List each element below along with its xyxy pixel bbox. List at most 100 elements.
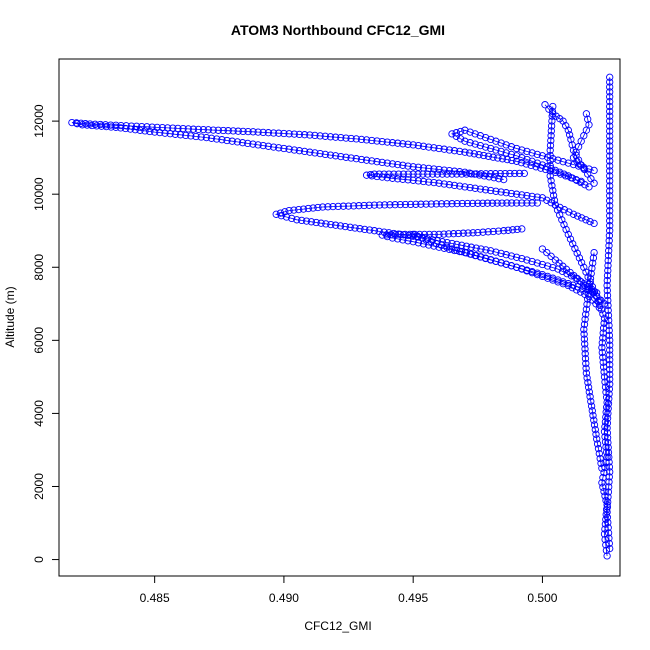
data-point bbox=[604, 443, 612, 452]
data-point bbox=[520, 169, 528, 178]
data-point bbox=[440, 145, 448, 153]
data-point bbox=[537, 164, 545, 172]
data-point bbox=[606, 97, 614, 106]
data-point bbox=[556, 170, 565, 178]
data-point bbox=[394, 139, 402, 147]
data-point bbox=[399, 170, 408, 178]
data-point bbox=[309, 204, 317, 212]
data-point bbox=[481, 143, 490, 151]
data-point bbox=[399, 140, 407, 148]
data-point bbox=[590, 179, 598, 187]
data-point bbox=[605, 321, 613, 330]
data-point bbox=[469, 229, 477, 237]
data-point bbox=[288, 214, 296, 223]
data-point bbox=[541, 101, 549, 109]
data-point bbox=[194, 125, 203, 134]
data-point bbox=[582, 110, 591, 118]
data-point bbox=[470, 170, 479, 178]
data-point bbox=[580, 325, 588, 334]
data-point bbox=[370, 170, 379, 178]
data-point bbox=[581, 315, 589, 323]
data-point bbox=[606, 122, 614, 130]
data-point bbox=[472, 251, 480, 260]
data-point bbox=[497, 139, 505, 147]
data-point bbox=[91, 120, 99, 128]
data-point bbox=[341, 222, 349, 231]
data-point bbox=[551, 168, 560, 176]
data-point bbox=[599, 310, 607, 318]
data-point bbox=[606, 192, 614, 200]
data-point bbox=[602, 541, 610, 549]
data-point bbox=[522, 160, 530, 168]
data-point bbox=[549, 274, 557, 282]
data-point bbox=[396, 200, 404, 209]
data-point bbox=[604, 529, 613, 537]
data-point bbox=[413, 232, 422, 240]
data-point bbox=[448, 130, 456, 138]
data-point bbox=[244, 127, 252, 136]
data-point bbox=[453, 199, 461, 208]
data-point bbox=[518, 191, 526, 199]
data-point bbox=[223, 136, 231, 145]
data-point bbox=[562, 225, 570, 234]
data-point bbox=[533, 150, 541, 159]
data-point bbox=[582, 305, 591, 313]
data-point bbox=[199, 125, 208, 134]
data-point bbox=[604, 438, 612, 447]
data-point bbox=[399, 161, 407, 169]
data-point bbox=[594, 445, 603, 453]
data-point bbox=[605, 331, 614, 340]
data-point bbox=[547, 177, 555, 185]
data-point bbox=[476, 185, 485, 193]
data-point bbox=[280, 144, 288, 153]
data-point bbox=[419, 164, 428, 172]
data-point bbox=[590, 166, 598, 175]
data-point bbox=[300, 147, 309, 156]
data-point bbox=[430, 178, 438, 187]
data-point bbox=[264, 129, 273, 137]
data-point bbox=[497, 147, 505, 156]
data-point bbox=[484, 152, 493, 160]
data-point bbox=[493, 199, 501, 207]
data-point bbox=[599, 358, 607, 366]
data-point bbox=[503, 155, 511, 164]
data-point bbox=[606, 217, 614, 225]
y-tick-label: 4000 bbox=[32, 400, 46, 427]
data-point bbox=[547, 252, 555, 260]
x-axis-label: CFC12_GMI bbox=[304, 619, 371, 633]
data-point bbox=[600, 487, 608, 496]
data-point bbox=[586, 217, 594, 226]
data-point bbox=[163, 124, 172, 132]
data-point bbox=[414, 141, 423, 150]
data-point bbox=[93, 122, 101, 130]
data-point bbox=[603, 271, 612, 280]
data-point bbox=[507, 189, 516, 198]
data-point bbox=[492, 187, 500, 195]
data-point bbox=[538, 245, 547, 253]
data-series bbox=[569, 110, 593, 173]
data-point bbox=[306, 148, 314, 156]
data-point bbox=[487, 186, 495, 195]
data-point bbox=[599, 329, 607, 337]
data-point bbox=[581, 354, 590, 363]
data-point bbox=[606, 127, 614, 135]
series-line bbox=[606, 77, 611, 549]
data-point bbox=[603, 414, 612, 422]
data-point bbox=[523, 191, 531, 200]
data-point bbox=[606, 197, 614, 205]
data-point bbox=[502, 189, 510, 197]
data-point bbox=[518, 254, 526, 263]
data-point bbox=[467, 250, 475, 258]
data-point bbox=[551, 201, 560, 209]
data-point bbox=[585, 388, 593, 396]
data-point bbox=[581, 345, 589, 353]
data-point bbox=[484, 228, 492, 236]
data-point bbox=[605, 534, 613, 542]
data-point bbox=[599, 334, 607, 342]
data-point bbox=[585, 292, 593, 301]
data-point bbox=[471, 184, 479, 192]
data-point bbox=[357, 135, 366, 144]
data-point bbox=[492, 257, 500, 265]
data-point bbox=[324, 203, 332, 211]
data-point bbox=[360, 201, 368, 210]
